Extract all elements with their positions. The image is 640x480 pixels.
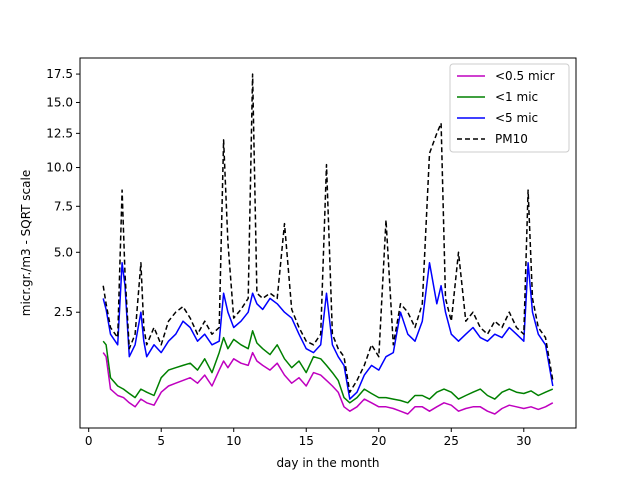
legend-label-3: PM10: [495, 132, 528, 146]
legend-frame: [449, 63, 570, 153]
x-tick-label: 0: [85, 434, 93, 448]
legend-items: <0.5 micr <1 mic <5 mic PM10: [457, 69, 555, 146]
x-tick-label: 20: [371, 434, 386, 448]
legend-label-2: <5 mic: [495, 111, 538, 125]
series-line-0: [102, 351, 554, 415]
series-layer: [102, 73, 554, 415]
x-axis: 0 5 10 15 20 25 30: [85, 428, 531, 448]
legend-label-0: <0.5 micr: [495, 69, 555, 83]
series-line-3: [102, 73, 554, 393]
plot-frame: [79, 57, 577, 429]
y-tick-label: 5.0: [54, 245, 73, 259]
x-tick-label: 25: [444, 434, 459, 448]
y-tick-label: 17.5: [46, 67, 73, 81]
x-tick-label: 5: [157, 434, 165, 448]
y-tick-label: 15.0: [46, 95, 73, 109]
y-tick-label: 2.5: [54, 305, 73, 319]
x-tick-label: 10: [226, 434, 241, 448]
y-tick-label: 7.5: [54, 199, 73, 213]
x-tick-label: 15: [299, 434, 314, 448]
x-tick-label: 30: [516, 434, 531, 448]
series-line-1: [102, 330, 554, 404]
y-tick-label: 12.5: [46, 126, 73, 140]
series-line-2: [102, 262, 554, 400]
legend: <0.5 micr <1 mic <5 mic PM10: [449, 63, 570, 153]
y-tick-label: 10.0: [46, 161, 73, 175]
y-axis: 2.5 5.0 7.5 10.0 12.5 15.0 17.5: [46, 67, 80, 319]
legend-label-1: <1 mic: [495, 90, 538, 104]
y-axis-label: micr.gr./m3 - SQRT scale: [19, 170, 33, 316]
x-axis-label: day in the month: [276, 456, 379, 470]
